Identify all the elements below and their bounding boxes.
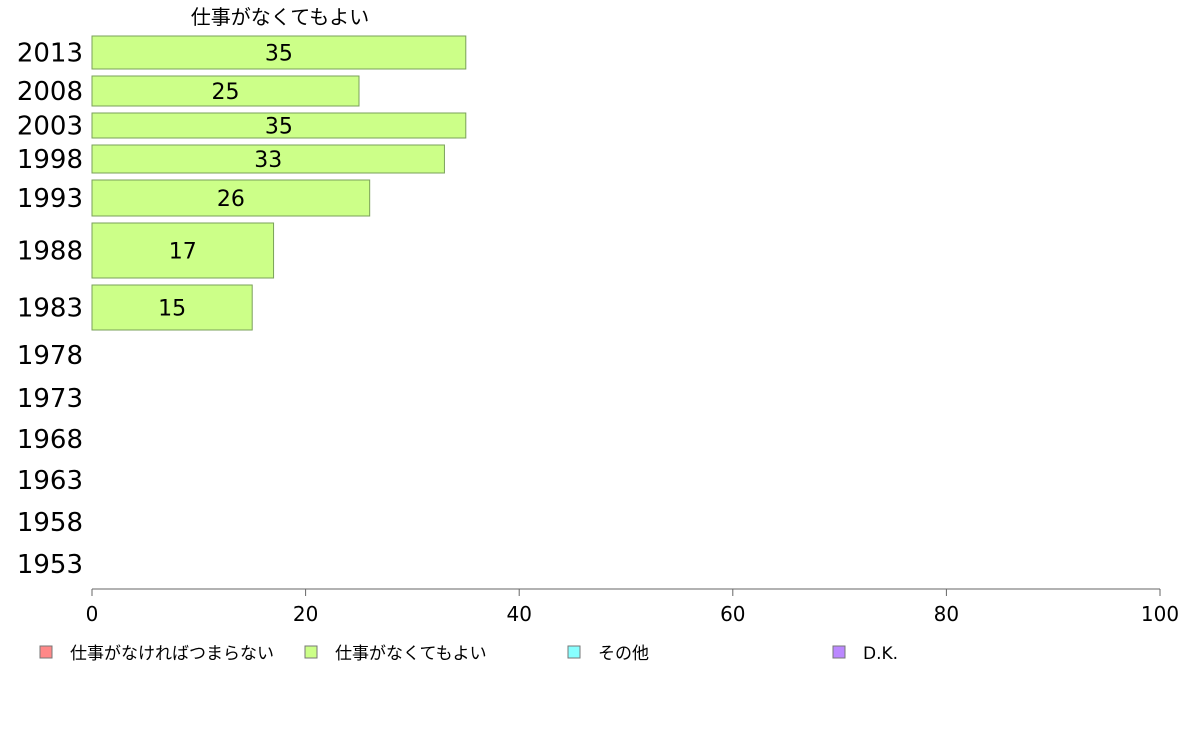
legend-label: 仕事がなくてもよい — [335, 644, 487, 664]
x-tick-label: 20 — [293, 602, 318, 626]
bar-value-label-1993: 26 — [217, 187, 245, 212]
bar-value-label-2008: 25 — [212, 80, 240, 105]
category-label-1983: 1983 — [17, 294, 83, 324]
bar-value-label-1983: 15 — [158, 297, 186, 322]
legend-swatch — [304, 645, 318, 659]
bar-value-label-2013: 35 — [265, 42, 293, 67]
bar-2013 — [91, 35, 467, 70]
legend-label: その他 — [598, 644, 649, 664]
bar-value-label-1988: 17 — [169, 240, 197, 265]
x-tick-label: 60 — [720, 602, 745, 626]
legend-label: 仕事がなければつまらない — [70, 644, 274, 664]
x-tick-label: 40 — [506, 602, 531, 626]
category-label-1978: 1978 — [17, 341, 83, 371]
bar-2008 — [91, 75, 360, 107]
x-axis: 0 20 40 60 80 100 — [86, 588, 1179, 626]
category-label-1968: 1968 — [17, 425, 83, 455]
category-label-1988: 1988 — [17, 237, 83, 267]
legend: 仕事がなければつまらない 仕事がなくてもよい その他 D.K. — [39, 644, 898, 664]
category-label-1963: 1963 — [17, 466, 83, 496]
x-tick-label: 100 — [1141, 602, 1179, 626]
bar-1993 — [91, 179, 371, 217]
category-label-1998: 1998 — [17, 145, 83, 175]
bar-value-label-1998: 33 — [254, 148, 282, 173]
legend-swatch — [39, 645, 53, 659]
category-label-1973: 1973 — [17, 384, 83, 414]
category-label-1953: 1953 — [17, 550, 83, 580]
category-label-2013: 2013 — [17, 39, 83, 69]
bar-value-label-2003: 35 — [265, 115, 293, 140]
legend-swatch — [567, 645, 581, 659]
bar-1988 — [91, 222, 275, 279]
legend-swatch — [832, 645, 846, 659]
legend-label: D.K. — [863, 644, 898, 664]
x-tick-label: 0 — [86, 602, 99, 626]
category-label-2008: 2008 — [17, 77, 83, 107]
category-label-2003: 2003 — [17, 112, 83, 142]
bar-1983 — [91, 284, 253, 331]
category-label-1993: 1993 — [17, 184, 83, 214]
bar-2003 — [91, 112, 467, 139]
x-tick-label: 80 — [934, 602, 959, 626]
bars-group: 35 25 35 33 26 17 15 — [91, 35, 467, 331]
category-label-1958: 1958 — [17, 508, 83, 538]
bar-1998 — [91, 144, 445, 174]
chart-title: 仕事がなくてもよい — [191, 5, 369, 29]
